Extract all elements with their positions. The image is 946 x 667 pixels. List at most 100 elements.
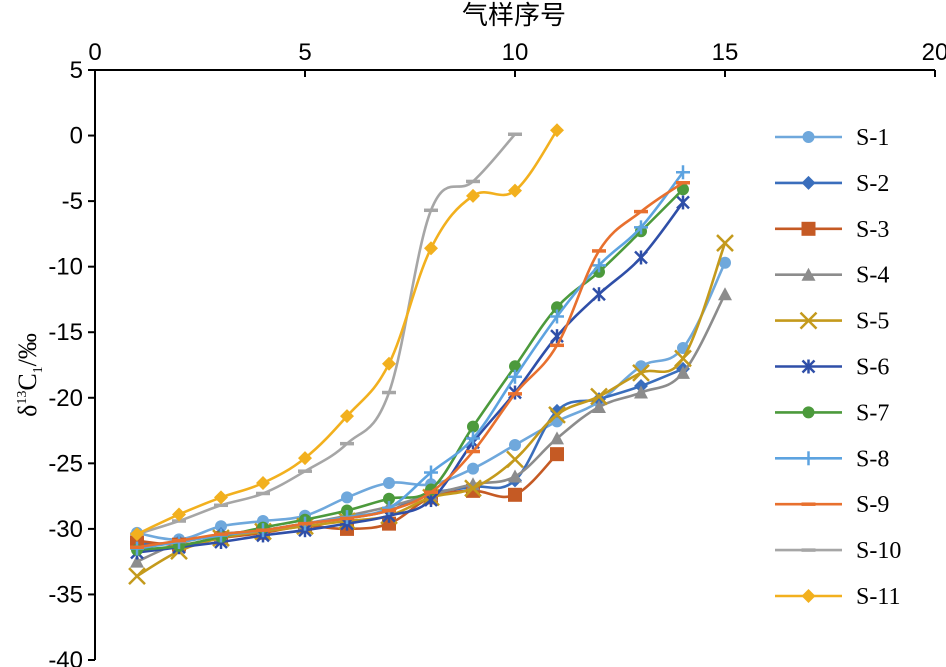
y-tick-label: -30 [48,516,83,543]
y-tick-label: -40 [48,647,83,667]
y-axis-title-sub: 1 [31,366,46,373]
marker-x-b [632,363,650,382]
data-point-s-8 [550,309,564,324]
data-point-s-11 [298,451,312,466]
marker-diamond [424,241,438,256]
y-tick-label: 0 [70,123,83,150]
marker-circle [509,438,521,451]
data-point-s-6 [676,195,690,210]
marker-diamond [214,490,228,505]
marker-x-b [464,479,482,498]
data-point-s-4 [676,365,690,379]
data-point-s-11 [424,241,438,256]
marker-triangle [801,267,816,281]
y-axis-title: δ13C1/‰ [13,333,46,417]
legend-swatch-marker [802,131,815,143]
legend-item-s-11: S-11 [775,584,900,610]
marker-diamond [801,175,816,190]
data-point-s-5 [632,363,650,382]
y-tick-label: -35 [48,581,83,608]
data-point-s-5 [128,567,146,585]
marker-diamond [382,356,396,371]
legend-item-s-6: S-6 [775,355,889,381]
marker-x-b [716,234,734,252]
legend-swatch-marker [801,221,816,236]
y-tick-label: -10 [48,254,83,281]
x-axis-title: 气样序号 [462,1,566,31]
y-axis-title-unit: /‰ [13,333,42,366]
legend-item-s-5: S-5 [775,309,889,335]
marker-circle [467,420,479,433]
marker-x-b [590,387,608,406]
marker-square [550,447,564,462]
data-point-s-4 [550,431,564,445]
data-point-s-8 [508,369,522,384]
data-point-s-11 [172,507,186,522]
marker-triangle [634,385,648,399]
data-point-s-11 [550,123,564,138]
data-point-s-1 [383,477,395,489]
legend-label-s-5: S-5 [856,309,889,335]
data-point-s-4 [718,287,732,301]
data-point-s-4 [592,399,606,413]
data-point-s-6 [634,250,648,265]
data-point-s-5 [506,450,524,469]
data-point-s-4 [508,469,522,483]
data-point-s-1 [509,438,521,451]
marker-x-b [799,311,818,330]
data-point-s-3 [550,447,564,462]
x-tick-label: 15 [712,39,739,66]
data-point-s-1 [467,462,479,475]
legend-swatch-marker [801,267,816,281]
legend-label-s-9: S-9 [856,492,889,518]
marker-triangle [718,287,732,301]
data-point-s-6 [592,287,606,302]
marker-diamond [340,409,354,424]
data-point-s-8 [466,431,480,446]
marker-triangle [130,554,144,568]
marker-circle [802,406,815,419]
marker-diamond [508,183,522,198]
y-tick-label: -15 [48,319,83,346]
y-tick-label: -25 [48,450,83,477]
legend-swatch-marker [801,175,816,190]
marker-x-b [674,349,692,368]
legend-item-s-7: S-7 [775,400,889,426]
series-line-s-4 [136,293,727,563]
marker-triangle [676,365,690,379]
data-point-s-1 [341,491,353,504]
marker-triangle [550,431,564,445]
series-line-s-9 [136,181,684,549]
legend-label-s-7: S-7 [856,400,889,426]
data-point-s-11 [382,356,396,371]
legend-label-s-11: S-11 [856,584,900,610]
data-point-s-11 [466,188,480,203]
legend-label-s-3: S-3 [856,217,889,243]
marker-triangle [592,399,606,413]
marker-diamond [130,527,144,542]
series-s-11 [130,123,564,542]
marker-triangle [508,469,522,483]
series-s-9 [130,181,690,549]
data-point-s-4 [130,554,144,568]
x-tick-label: 10 [502,39,529,66]
marker-circle [802,131,815,143]
data-point-s-8 [634,220,648,235]
marker-x-b [548,405,566,424]
data-point-s-8 [592,258,606,273]
data-point-s-5 [548,405,566,424]
marker-square [801,221,816,236]
legend-label-s-2: S-2 [856,171,889,197]
marker-diamond [466,188,480,203]
legend-swatch-marker [801,451,816,466]
data-point-s-2 [550,403,564,418]
y-tick-label: -20 [48,385,83,412]
marker-diamond [172,507,186,522]
legend-item-s-9: S-9 [775,492,889,518]
legend-item-s-3: S-3 [775,217,889,243]
legend-label-s-4: S-4 [856,263,889,289]
marker-diamond [550,123,564,138]
legend-swatch-marker [801,359,816,374]
